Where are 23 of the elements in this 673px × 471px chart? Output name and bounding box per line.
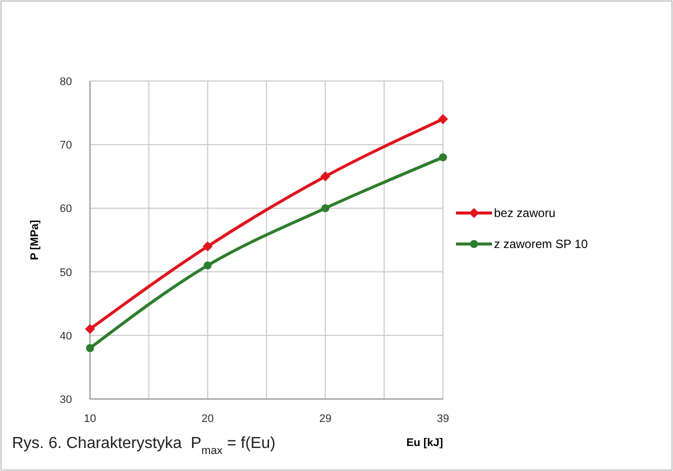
y-tick-label: 70 <box>60 140 72 152</box>
point <box>204 261 212 270</box>
x-tick-label: 10 <box>84 413 96 425</box>
point <box>202 241 213 252</box>
y-tick-label: 30 <box>60 394 72 406</box>
y-tick-label: 60 <box>60 203 72 216</box>
x-tick-label: 20 <box>202 413 214 425</box>
x-tick-label: 29 <box>319 413 332 425</box>
point <box>320 171 330 182</box>
y-tick-label: 80 <box>60 76 72 88</box>
point <box>321 204 330 212</box>
y-tick-label: 40 <box>60 330 72 342</box>
point <box>438 114 448 124</box>
text: Rys. 6. Charakterystyka P$_{max}$ = f(Eu) <box>12 435 276 457</box>
y-tick-label: 50 <box>60 266 72 279</box>
x-axis-title: Eu [kJ] <box>406 437 444 449</box>
y-axis-title: P [MPa] <box>29 220 41 260</box>
point <box>439 153 447 162</box>
point <box>86 344 94 352</box>
x-tick-label: 39 <box>436 413 450 425</box>
legend-label: bez zaworu <box>494 206 556 220</box>
point <box>85 324 95 334</box>
legend-label: z zaworem SP 10 <box>494 237 588 251</box>
